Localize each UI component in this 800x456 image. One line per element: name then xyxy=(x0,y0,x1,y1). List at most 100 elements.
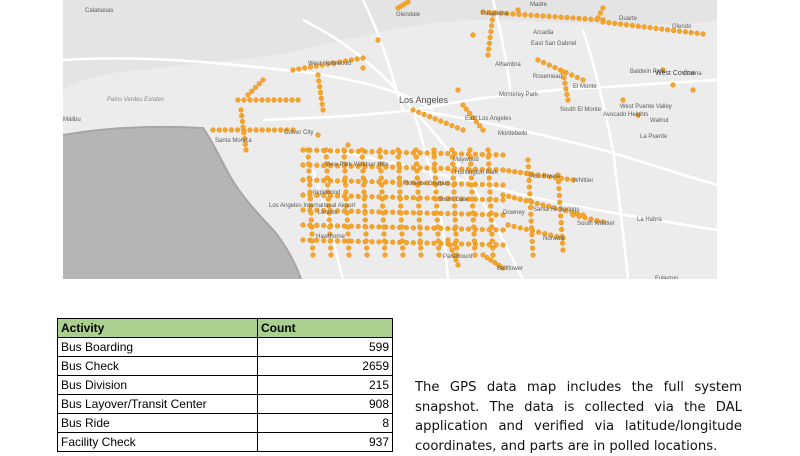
gps-point xyxy=(472,252,478,258)
gps-point xyxy=(551,205,558,211)
gps-point xyxy=(364,245,370,251)
gps-point xyxy=(309,231,315,237)
gps-point xyxy=(438,180,444,187)
map-place-label: La Puente xyxy=(640,134,668,140)
gps-point xyxy=(379,182,385,188)
gps-point xyxy=(399,224,405,230)
table-row: Bus Check 2659 xyxy=(57,356,393,376)
gps-point xyxy=(470,203,476,209)
gps-point xyxy=(565,97,571,103)
gps-point xyxy=(361,182,367,188)
gps-point xyxy=(582,215,588,221)
gps-point xyxy=(210,127,216,133)
gps-point xyxy=(362,217,368,223)
gps-point xyxy=(504,11,510,17)
gps-point xyxy=(400,252,406,258)
gps-point xyxy=(588,216,594,222)
gps-point xyxy=(410,165,416,171)
gps-point xyxy=(530,245,536,251)
gps-point xyxy=(348,163,354,169)
gps-point xyxy=(377,154,383,160)
gps-point xyxy=(410,240,416,246)
gps-point xyxy=(436,245,442,251)
gps-point xyxy=(300,177,306,183)
gps-point xyxy=(314,192,320,198)
gps-point xyxy=(486,161,492,167)
gps-point xyxy=(525,164,532,170)
map-place-label: Pico Rivera xyxy=(529,174,560,180)
count-cell: 2659 xyxy=(257,356,393,376)
gps-point xyxy=(369,209,375,215)
gps-point xyxy=(600,219,606,225)
gps-point xyxy=(396,168,402,174)
gps-point xyxy=(326,203,332,209)
gps-point xyxy=(559,240,566,246)
gps-point xyxy=(479,181,485,188)
gps-point xyxy=(416,109,422,115)
gps-point xyxy=(235,127,241,133)
gps-point xyxy=(612,20,618,27)
gps-point xyxy=(271,97,277,103)
count-cell: 8 xyxy=(257,413,393,433)
gps-point xyxy=(321,222,327,229)
gps-point xyxy=(479,151,485,158)
gps-point xyxy=(296,66,302,72)
gps-point xyxy=(523,226,529,232)
gps-point xyxy=(321,237,327,244)
map-place-label: Whittier xyxy=(573,178,594,184)
gps-point xyxy=(343,182,349,188)
gps-point xyxy=(451,196,457,202)
gps-point xyxy=(479,211,485,218)
gps-point xyxy=(369,149,375,155)
gps-point xyxy=(348,148,354,154)
gps-point xyxy=(510,11,516,17)
gps-point xyxy=(556,192,563,199)
gps-point xyxy=(346,245,352,251)
activity-cell: Facility Check xyxy=(57,432,258,452)
gps-point xyxy=(381,224,387,230)
gps-point xyxy=(459,151,465,157)
gps-point xyxy=(334,238,341,244)
gps-point xyxy=(306,161,312,167)
gps-point xyxy=(488,210,494,216)
gps-point xyxy=(306,175,312,181)
gps-data-map[interactable]: Calabasas Glendale Pasadena Madre Duarte Glen… xyxy=(63,0,717,279)
gps-point xyxy=(314,162,320,168)
mountains xyxy=(63,0,717,90)
gps-point xyxy=(529,238,535,245)
count-cell: 599 xyxy=(257,337,393,357)
gps-point xyxy=(569,72,575,78)
gps-point xyxy=(557,206,563,212)
gps-point xyxy=(505,222,511,228)
gps-point xyxy=(324,161,330,167)
map-place-label: Avocado Heights xyxy=(603,112,649,118)
table-header-row: Activity Count xyxy=(57,318,393,338)
gps-points xyxy=(210,0,706,271)
gps-point xyxy=(433,182,439,188)
gps-point xyxy=(564,15,570,21)
gps-point xyxy=(259,97,265,103)
gps-point xyxy=(559,233,565,240)
gps-point xyxy=(415,182,421,188)
gps-point xyxy=(399,238,405,244)
gps-point xyxy=(493,167,499,173)
gps-point xyxy=(314,177,320,183)
gps-point xyxy=(355,193,361,200)
gps-point xyxy=(676,28,683,34)
gps-point xyxy=(418,252,424,258)
gps-point xyxy=(417,231,423,237)
gps-point xyxy=(415,189,421,195)
gps-point xyxy=(435,224,441,230)
gps-point xyxy=(424,195,430,201)
map-place-label: Norwalk xyxy=(543,236,565,242)
gps-point xyxy=(435,231,441,237)
gps-point xyxy=(403,195,410,201)
table-row: Bus Layover/Transit Center 908 xyxy=(57,394,393,414)
gps-point xyxy=(493,152,499,158)
gps-point xyxy=(363,231,369,237)
gps-point xyxy=(459,166,465,172)
gps-point xyxy=(500,227,506,233)
gps-point xyxy=(479,241,485,248)
gps-point xyxy=(413,154,419,160)
gps-point xyxy=(239,118,246,125)
